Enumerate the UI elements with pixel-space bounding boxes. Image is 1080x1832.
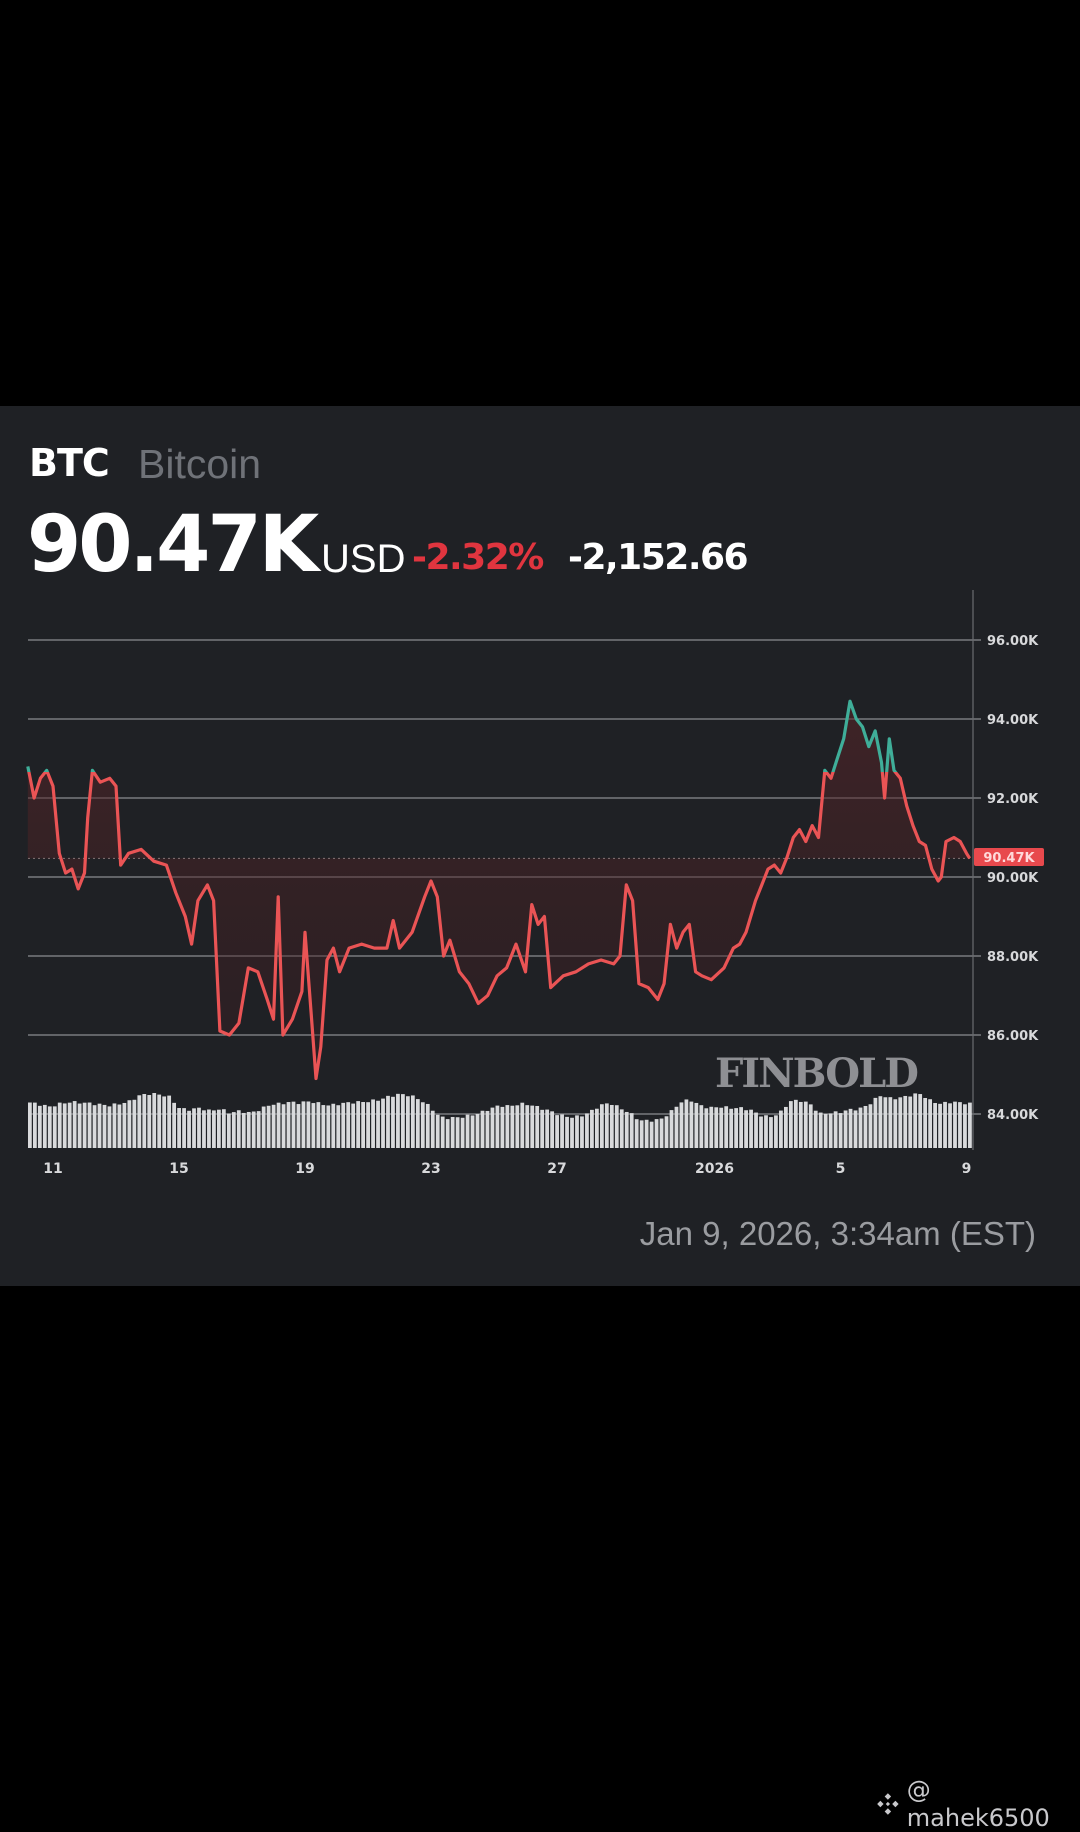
y-axis-labels: 96.00K 94.00K 92.00K 90.00K 88.00K 86.00K 84.0…: [987, 634, 1039, 1123]
y-tick-label: 88.00K: [987, 950, 1039, 965]
x-tick-label: 19: [295, 1161, 314, 1177]
currency-label: USD: [321, 537, 406, 581]
y-tick-label: 90.00K: [987, 871, 1039, 886]
current-price: 90.47K: [27, 500, 319, 590]
footer-watermark: @ mahek6500: [875, 1776, 1080, 1832]
price-line-up: [26, 699, 898, 772]
finbold-watermark: FINBOLD: [715, 1050, 919, 1097]
x-tick-label: 11: [43, 1161, 62, 1177]
x-tick-label: 23: [421, 1161, 440, 1177]
asset-name: Bitcoin: [138, 441, 262, 487]
ticker-symbol: BTC: [29, 441, 110, 485]
price-line-down: [27, 772, 972, 1081]
footer-handle: @ mahek6500: [906, 1776, 1050, 1832]
x-tick-label: 5: [836, 1161, 846, 1177]
x-tick-label: 9: [962, 1161, 972, 1177]
volume-bars: [28, 1093, 972, 1148]
y-tick-label: 84.00K: [987, 1108, 1039, 1123]
y-tick-label: 92.00K: [987, 792, 1039, 807]
y-tick-label: 94.00K: [987, 713, 1039, 728]
svg-text:90.47K: 90.47K: [983, 851, 1035, 866]
x-tick-label: 15: [169, 1161, 188, 1177]
y-tick-label: 96.00K: [987, 634, 1039, 649]
x-tick-label: 2026: [695, 1161, 734, 1177]
current-price-badge: 90.47K: [974, 848, 1044, 866]
binance-logo-icon: [877, 1793, 899, 1815]
price-area-fill: [27, 701, 970, 1079]
x-axis-labels: 11 15 19 23 27 2026 5 9: [43, 1161, 971, 1177]
timestamp: Jan 9, 2026, 3:34am (EST): [639, 1215, 1036, 1252]
change-percent: -2.32%: [412, 537, 544, 578]
y-tick-label: 86.00K: [987, 1029, 1039, 1044]
x-tick-label: 27: [547, 1161, 566, 1177]
change-absolute: -2,152.66: [568, 537, 749, 578]
